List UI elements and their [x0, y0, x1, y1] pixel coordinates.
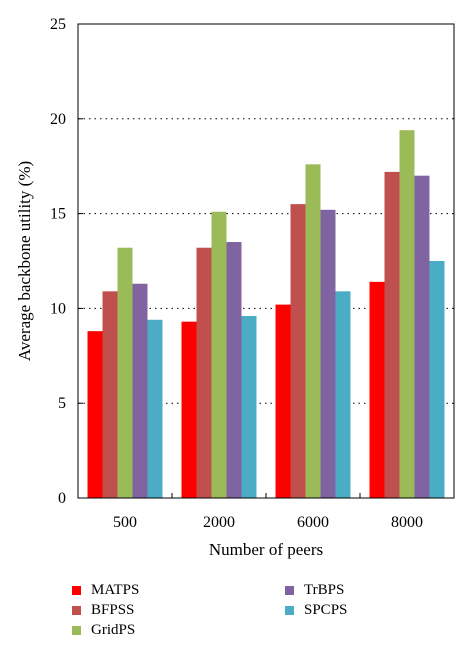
legend-label: MATPS [91, 581, 140, 598]
bar-matps-8000 [369, 281, 385, 498]
bar-trbps-8000 [414, 175, 430, 498]
bar-trbps-6000 [320, 209, 336, 499]
y-tick-label: 15 [50, 206, 66, 223]
bar-trbps-2000 [226, 242, 242, 498]
legend-item-bfpss: BFPSS [72, 600, 134, 620]
bar-gridps-2000 [211, 211, 227, 499]
bar-spcps-2000 [241, 315, 257, 498]
y-tick-label: 0 [58, 490, 66, 507]
y-tick-label: 5 [58, 395, 66, 412]
legend-swatch [285, 585, 294, 595]
bar-bfpss-6000 [290, 204, 306, 498]
legend-swatch [72, 585, 81, 595]
bar-chart: 0 5 10 15 20 25 500 2000 6000 8000 Number of pee… [15, 16, 455, 559]
y-tick-label: 20 [50, 111, 66, 128]
legend-label: SPCPS [304, 601, 348, 618]
bar-bfpss-8000 [384, 171, 400, 498]
bar-trbps-500 [132, 283, 148, 498]
gridlines [78, 118, 454, 404]
bar-matps-500 [87, 331, 103, 498]
legend: MATPS BFPSS GridPS TrBPS SPCPS [72, 580, 402, 660]
legend-swatch [285, 605, 294, 615]
legend-swatch [72, 605, 81, 615]
bar-gridps-500 [117, 247, 133, 498]
x-tick-label: 2000 [203, 514, 235, 531]
bar-spcps-500 [147, 319, 163, 498]
legend-item-matps: MATPS [72, 580, 139, 600]
x-tick-label: 6000 [297, 514, 329, 531]
bar-gridps-6000 [305, 164, 321, 498]
legend-label: GridPS [91, 621, 136, 638]
y-axis-ticks: 0 5 10 15 20 25 [50, 16, 83, 507]
x-axis-label: Number of peers [209, 540, 323, 559]
y-tick-label: 25 [50, 16, 66, 33]
bar-matps-2000 [181, 321, 197, 498]
bar-gridps-8000 [399, 130, 415, 498]
x-tick-label: 500 [113, 514, 137, 531]
y-axis-label: Average backbone utility (%) [15, 161, 34, 361]
y-tick-label: 10 [50, 300, 66, 317]
bars [87, 130, 445, 499]
bar-bfpss-500 [102, 291, 118, 498]
x-tick-label: 8000 [391, 514, 423, 531]
bar-bfpss-2000 [196, 247, 212, 498]
legend-label: TrBPS [304, 581, 345, 598]
legend-item-gridps: GridPS [72, 620, 135, 640]
bar-spcps-6000 [335, 291, 351, 498]
legend-item-spcps: SPCPS [285, 600, 347, 620]
legend-swatch [72, 625, 81, 635]
bar-matps-6000 [275, 304, 291, 498]
legend-label: BFPSS [91, 601, 135, 618]
x-axis-ticks: 500 2000 6000 8000 [113, 493, 423, 531]
legend-item-trbps: TrBPS [285, 580, 344, 600]
bar-spcps-8000 [429, 261, 445, 498]
